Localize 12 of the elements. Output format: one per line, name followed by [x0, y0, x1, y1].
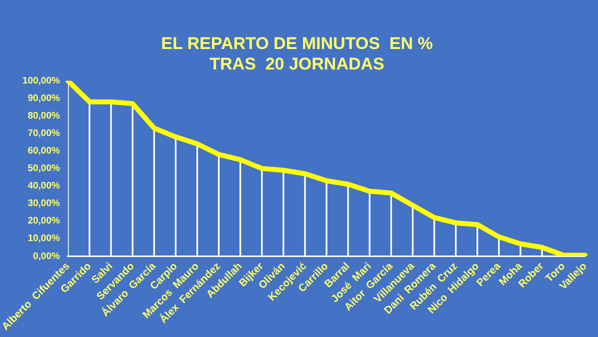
- y-tick-label: 80,00%: [28, 110, 60, 122]
- chart-title: EL REPARTO DE MINUTOS EN % TRAS 20 JORNADAS: [161, 34, 433, 74]
- y-tick-label: 100,00%: [22, 75, 60, 86]
- y-tick-label: 90,00%: [28, 92, 60, 104]
- y-tick-label: 50,00%: [28, 163, 60, 174]
- y-tick-label: 30,00%: [28, 198, 60, 210]
- y-tick-label: 60,00%: [28, 146, 60, 157]
- y-tick-label: 10,00%: [28, 233, 60, 244]
- y-tick-label: 20,00%: [28, 216, 60, 227]
- y-tick-label: 0,00%: [33, 250, 60, 262]
- y-tick-label: 70,00%: [28, 128, 60, 140]
- y-tick-label: 40,00%: [28, 180, 60, 192]
